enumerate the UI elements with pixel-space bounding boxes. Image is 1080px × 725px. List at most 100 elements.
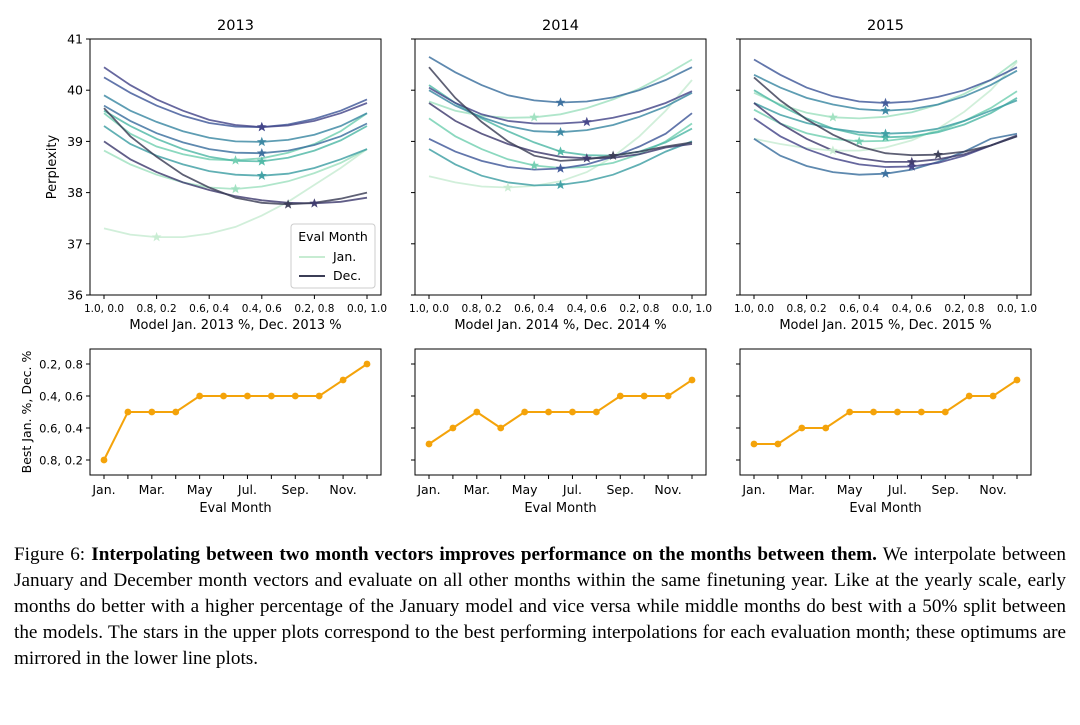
legend-title: Eval Month bbox=[298, 229, 368, 244]
best-star-month-4 bbox=[880, 132, 891, 142]
best-star-month-10 bbox=[309, 198, 320, 208]
best-star-month-10 bbox=[906, 156, 917, 167]
series-line-month-11 bbox=[428, 66, 693, 162]
best-star-month-11 bbox=[283, 199, 293, 209]
caption-bold: Interpolating between two month vectors … bbox=[91, 544, 877, 565]
series-line-month-1 bbox=[103, 148, 368, 239]
best-interp-point bbox=[473, 408, 481, 416]
y-tick-label: 40 bbox=[67, 83, 83, 98]
best-star-month-6 bbox=[256, 136, 267, 147]
best-interp-point bbox=[220, 392, 227, 400]
plot-frame bbox=[414, 38, 707, 296]
perplexity-panel-2013: 2013 36 37 38 39 40 41 1.0, 0.0 0.8, 0.2 0.6, 0.4… bbox=[45, 18, 387, 333]
best-interp-point bbox=[124, 408, 132, 416]
x-tick-label: May bbox=[512, 482, 538, 497]
series-line-month-2 bbox=[103, 148, 368, 190]
best-star-month-2 bbox=[828, 112, 838, 122]
best-interp-point bbox=[846, 408, 854, 416]
series-line-month-5 bbox=[103, 125, 368, 177]
y-tick-label: 36 bbox=[67, 288, 83, 303]
x-tick-label: 0.0, 1.0 bbox=[672, 303, 712, 315]
best-star-month-6 bbox=[880, 105, 891, 115]
best-interp-point bbox=[798, 424, 806, 432]
best-star-month-1 bbox=[151, 231, 162, 242]
x-axis-label: Eval Month bbox=[524, 501, 596, 516]
series-line-month-8 bbox=[753, 58, 1018, 104]
x-axis-label: Eval Month bbox=[849, 501, 921, 516]
y-axis-label: Best Jan. %, Dec. % bbox=[19, 351, 34, 474]
best-star-month-5 bbox=[555, 179, 566, 190]
best-star-month-7 bbox=[256, 148, 267, 158]
y-tick-label: 0.8, 0.2 bbox=[39, 454, 83, 468]
best-star-month-5 bbox=[256, 170, 267, 180]
series-line-month-4 bbox=[428, 84, 693, 157]
best-interp-line bbox=[754, 379, 1018, 445]
x-axis-label: Model Jan. 2015 %, Dec. 2015 % bbox=[779, 318, 991, 333]
best-star-month-8 bbox=[880, 97, 891, 108]
best-interp-point bbox=[774, 440, 782, 448]
best-interp-point bbox=[315, 392, 323, 400]
best-interp-panel-1: 0.8, 0.2 0.6, 0.4 0.4, 0.6 0.2, 0.8 Jan. Mar.… bbox=[19, 348, 382, 516]
x-tick-label: Jul. bbox=[237, 482, 257, 497]
x-tick-label: 0.4, 0.6 bbox=[242, 303, 282, 315]
y-tick-label: 38 bbox=[67, 185, 83, 200]
best-interp-point bbox=[172, 408, 180, 416]
x-tick-label: Nov. bbox=[329, 482, 356, 497]
caption-body: We interpolate between January and Decem… bbox=[14, 544, 1066, 669]
best-interp-point bbox=[894, 408, 901, 416]
x-tick-label: Sep. bbox=[281, 482, 309, 497]
best-interp-point bbox=[449, 424, 457, 432]
x-tick-label: 0.6, 0.4 bbox=[839, 303, 879, 315]
legend-label: Jan. bbox=[332, 249, 356, 264]
best-interp-point bbox=[750, 440, 758, 448]
best-interp-point bbox=[100, 456, 108, 464]
best-star-month-6 bbox=[555, 127, 566, 137]
series-line-month-11 bbox=[103, 107, 368, 206]
best-star-month-11 bbox=[933, 149, 943, 159]
x-tick-label: 1.0, 0.0 bbox=[734, 303, 774, 315]
figure-caption: Figure 6: Interpolating between two mont… bbox=[14, 542, 1066, 672]
series-line-month-6 bbox=[103, 94, 368, 143]
series-line-month-7 bbox=[103, 104, 368, 155]
best-star-month-9 bbox=[906, 161, 917, 171]
series-line-month-8 bbox=[103, 76, 368, 129]
best-star-month-4 bbox=[555, 146, 566, 156]
best-star-month-3 bbox=[529, 160, 540, 170]
x-tick-label: Mar. bbox=[789, 482, 815, 497]
best-interp-point bbox=[521, 408, 529, 416]
plot-frame bbox=[739, 38, 1032, 296]
x-tick-label: 1.0, 0.0 bbox=[84, 303, 124, 315]
best-star-month-1 bbox=[503, 182, 513, 192]
series-line-month-6 bbox=[428, 89, 693, 134]
best-interp-panel-2: Jan. Mar. May Jul. Sep. Nov. Eval Month bbox=[411, 348, 707, 516]
x-tick-label: 0.8, 0.2 bbox=[787, 303, 827, 315]
best-interp-point bbox=[339, 376, 347, 384]
series-line-month-1 bbox=[753, 61, 1018, 152]
x-tick-label: 0.8, 0.2 bbox=[462, 303, 502, 315]
series-line-month-11 bbox=[753, 76, 1018, 157]
x-tick-label: Jan. bbox=[91, 482, 115, 497]
best-interp-point bbox=[196, 392, 204, 400]
best-star-month-11 bbox=[608, 150, 618, 160]
best-star-month-5 bbox=[880, 128, 891, 138]
legend-box bbox=[290, 223, 376, 289]
best-interp-point bbox=[148, 408, 156, 416]
best-star-month-9 bbox=[581, 116, 592, 127]
best-interp-panel-3: Jan. Mar. May Jul. Sep. Nov. Eval Month bbox=[736, 348, 1032, 516]
best-interp-point bbox=[244, 392, 251, 400]
x-axis-label: Model Jan. 2014 %, Dec. 2014 % bbox=[454, 318, 666, 333]
best-interp-point bbox=[425, 440, 433, 448]
best-interp-point bbox=[592, 408, 600, 416]
best-star-month-2 bbox=[529, 112, 540, 122]
x-tick-label: 0.0, 1.0 bbox=[997, 303, 1037, 315]
x-tick-label: 0.4, 0.6 bbox=[892, 303, 932, 315]
x-tick-label: 0.8, 0.2 bbox=[137, 303, 177, 315]
x-tick-label: Jul. bbox=[562, 482, 582, 497]
caption-label: Figure 6: bbox=[14, 544, 92, 565]
x-axis-label: Eval Month bbox=[199, 501, 271, 516]
best-interp-point bbox=[917, 408, 925, 416]
y-tick-label: 37 bbox=[67, 236, 83, 251]
best-star-month-7 bbox=[555, 97, 566, 107]
plot-frame bbox=[89, 38, 382, 296]
series-line-month-10 bbox=[428, 102, 693, 160]
